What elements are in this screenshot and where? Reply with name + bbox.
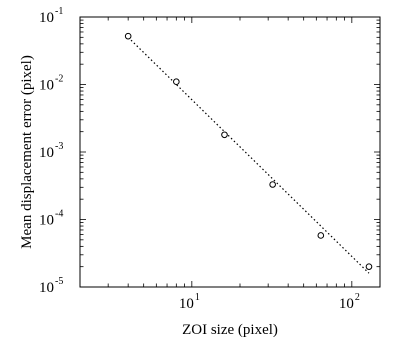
y-tick-exponent: -1 xyxy=(55,6,63,17)
y-tick-exponent: -2 xyxy=(55,74,63,85)
x-tick-label: 10 xyxy=(339,296,354,312)
y-axis-title: Mean displacement error (pixel) xyxy=(19,55,35,249)
data-point xyxy=(365,263,373,270)
minor-tick-marks xyxy=(80,17,380,287)
data-point xyxy=(173,78,180,86)
x-axis-title: ZOI size (pixel) xyxy=(182,322,278,338)
y-tick-exponent: -3 xyxy=(55,141,63,152)
fit-line xyxy=(127,36,370,274)
y-tick-label: 10 xyxy=(39,280,54,296)
tick-marks xyxy=(80,16,380,288)
data-point xyxy=(124,32,132,40)
y-tick-exponent: -4 xyxy=(55,209,63,220)
x-tick-label: 10 xyxy=(179,296,194,312)
plot-frame xyxy=(79,16,381,288)
x-tick-labels: 10 1 10 2 xyxy=(179,292,360,312)
y-tick-exponent: -5 xyxy=(55,276,63,287)
y-tick-label: 10 xyxy=(39,213,54,229)
data-points xyxy=(124,32,373,270)
data-point xyxy=(269,181,276,188)
x-tick-exponent: 1 xyxy=(195,292,200,303)
y-tick-label: 10 xyxy=(39,10,54,26)
y-tick-label: 10 xyxy=(39,145,54,161)
x-tick-exponent: 2 xyxy=(355,292,360,303)
y-tick-labels: 10-510-410-310-210-1 xyxy=(39,6,63,296)
data-point xyxy=(317,232,325,239)
data-point xyxy=(221,131,228,139)
y-tick-label: 10 xyxy=(39,78,54,94)
